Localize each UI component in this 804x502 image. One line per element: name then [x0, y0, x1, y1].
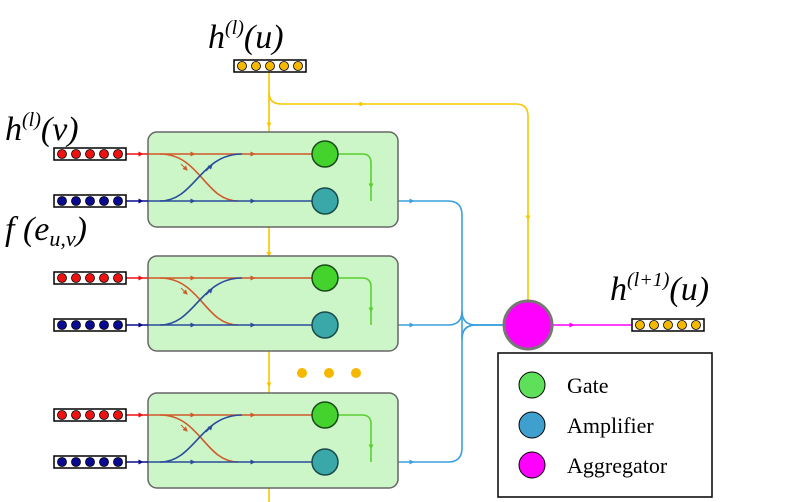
legend-gate-label: Gate — [567, 373, 609, 398]
vector-element — [57, 457, 67, 467]
vector-element — [71, 196, 81, 206]
legend-aggregator-icon — [518, 451, 546, 479]
gate-node — [311, 140, 339, 168]
vector-element — [71, 273, 81, 283]
edge-feature-cross-line — [159, 414, 243, 463]
node-feature-vector — [53, 147, 127, 161]
vector-element — [279, 61, 289, 71]
edge-feature-cross-line — [159, 153, 243, 202]
vector-element — [113, 410, 123, 420]
vector-element — [113, 149, 123, 159]
vector-element — [71, 410, 81, 420]
vector-element — [663, 320, 673, 330]
vector-element — [113, 320, 123, 330]
hidden-state-vector — [233, 59, 307, 73]
module-box — [147, 392, 399, 489]
gate-output-line — [338, 414, 372, 462]
arrow-marker — [180, 287, 188, 295]
node-feature-vector — [53, 408, 127, 422]
edge-feature-vector — [53, 455, 127, 469]
vector-element — [251, 61, 261, 71]
vector-element — [85, 410, 95, 420]
label-h-u: h(l)(u) — [208, 17, 284, 56]
output-hidden-state-vector — [631, 318, 705, 332]
edge-feature-cross-line — [159, 277, 243, 326]
vector-element — [677, 320, 687, 330]
node-feature-cross-line — [159, 153, 239, 202]
amplifier-output-line — [338, 324, 504, 463]
vector-element — [237, 61, 247, 71]
legend: Gate Amplifier Aggregator — [497, 352, 713, 498]
ellipsis-dot — [351, 368, 361, 378]
vector-element — [85, 149, 95, 159]
legend-gate-icon — [518, 371, 546, 399]
node-feature-cross-line — [159, 414, 239, 463]
vector-element — [99, 410, 109, 420]
gate-output-line — [338, 153, 372, 201]
modules — [53, 59, 705, 489]
amplifier-node — [311, 187, 339, 215]
ellipsis-dot — [324, 368, 334, 378]
amplifier-node — [311, 311, 339, 339]
module-box — [147, 131, 399, 228]
vector-element — [649, 320, 659, 330]
vector-element — [99, 196, 109, 206]
gate-output-line — [338, 277, 372, 325]
vector-element — [293, 61, 303, 71]
label-h-v: h(l)(v) — [5, 109, 79, 148]
legend-amplifier-label: Amplifier — [567, 413, 654, 438]
node-feature-vector — [53, 271, 127, 285]
vector-element — [691, 320, 701, 330]
vector-element — [99, 457, 109, 467]
vector-element — [71, 320, 81, 330]
vector-element — [99, 273, 109, 283]
arrow-marker — [205, 288, 213, 296]
vector-element — [57, 273, 67, 283]
vector-element — [265, 61, 275, 71]
edge-feature-vector — [53, 318, 127, 332]
vector-element — [85, 457, 95, 467]
vector-element — [113, 196, 123, 206]
amplifier-node — [311, 448, 339, 476]
edge-feature-vector — [53, 194, 127, 208]
node-feature-cross-line — [159, 277, 239, 326]
vector-element — [85, 320, 95, 330]
amplifier-output-line — [338, 200, 504, 326]
ellipsis-dot — [297, 368, 307, 378]
arrow-marker — [205, 164, 213, 172]
legend-aggregator-label: Aggregator — [567, 453, 668, 478]
arrow-marker — [205, 425, 213, 433]
vector-element — [85, 196, 95, 206]
vector-element — [113, 273, 123, 283]
gate-node — [311, 401, 339, 429]
vector-element — [57, 410, 67, 420]
vector-element — [99, 320, 109, 330]
legend-amplifier-icon — [518, 411, 546, 439]
arrow-marker — [180, 163, 188, 171]
vector-element — [99, 149, 109, 159]
vector-element — [85, 273, 95, 283]
vector-element — [57, 196, 67, 206]
vector-element — [57, 320, 67, 330]
aggregator-node — [502, 299, 554, 351]
label-h-next: h(l+1)(u) — [610, 269, 709, 308]
vector-element — [635, 320, 645, 330]
vector-element — [57, 149, 67, 159]
label-edge-feature: f (eu,v) — [5, 211, 87, 251]
gate-node — [311, 264, 339, 292]
vector-element — [71, 149, 81, 159]
vector-element — [71, 457, 81, 467]
vector-element — [113, 457, 123, 467]
module-box — [147, 255, 399, 352]
arrow-marker — [180, 424, 188, 432]
